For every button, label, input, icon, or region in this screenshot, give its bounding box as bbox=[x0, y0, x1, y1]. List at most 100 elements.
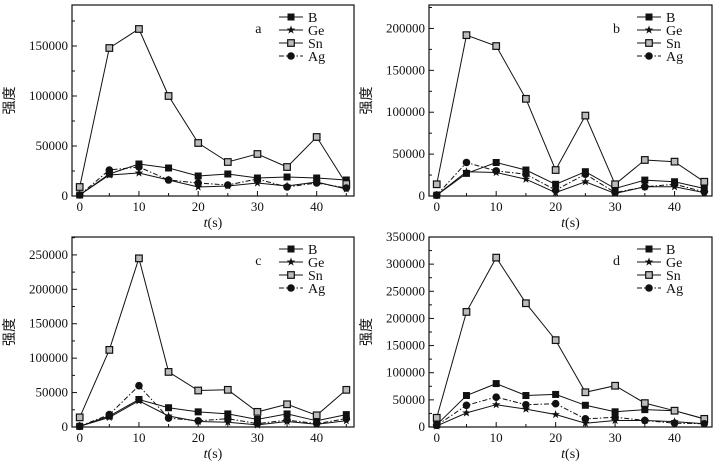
data-point-Sn bbox=[581, 111, 590, 120]
series-Sn bbox=[432, 253, 709, 423]
legend-marker-Ge bbox=[644, 25, 654, 34]
data-point-Ag bbox=[700, 188, 709, 196]
data-point-Ag bbox=[224, 181, 232, 189]
series-Ag bbox=[432, 158, 709, 199]
data-point-Sn bbox=[194, 386, 203, 395]
data-point-Ag bbox=[551, 399, 560, 408]
data-point-B bbox=[641, 176, 649, 184]
y-tick-label: 300000 bbox=[386, 256, 425, 271]
data-point-Ag bbox=[522, 170, 530, 179]
data-point-Ag bbox=[224, 414, 232, 423]
data-point-Sn bbox=[253, 407, 262, 416]
legend-label: Sn bbox=[308, 37, 323, 52]
data-point-Ag bbox=[75, 191, 84, 199]
y-tick-label: 100000 bbox=[386, 104, 425, 119]
x-tick-label: 30 bbox=[609, 199, 622, 214]
legend-marker-Ag bbox=[645, 52, 653, 60]
data-point-Sn bbox=[223, 158, 232, 166]
data-point-Sn bbox=[551, 166, 560, 174]
data-point-B bbox=[611, 184, 619, 192]
x-tick-label: 10 bbox=[132, 199, 145, 214]
data-point-Sn bbox=[492, 253, 501, 262]
legend-label: Ag bbox=[308, 282, 325, 297]
x-tick-label: 20 bbox=[192, 430, 205, 445]
data-point-Ag bbox=[670, 419, 679, 428]
y-tick-label: 150000 bbox=[386, 338, 425, 353]
data-point-Sn bbox=[105, 44, 114, 52]
x-axis-label-unit: (s) bbox=[208, 447, 223, 462]
data-point-B bbox=[224, 170, 232, 178]
data-point-B bbox=[522, 166, 530, 174]
data-point-Ag bbox=[75, 422, 84, 431]
data-point-Ge bbox=[105, 170, 114, 179]
data-point-Sn bbox=[75, 183, 84, 191]
x-tick-label: 40 bbox=[668, 199, 681, 214]
data-point-B bbox=[165, 404, 173, 412]
x-tick-label: 20 bbox=[549, 199, 562, 214]
y-tick-label: 0 bbox=[419, 419, 426, 434]
data-point-Sn bbox=[432, 413, 441, 422]
legend-label: B bbox=[308, 11, 317, 26]
legend-entry-Ge: Ge bbox=[279, 256, 324, 271]
legend-entry-Ag: Ag bbox=[279, 50, 325, 65]
y-tick-label: 50000 bbox=[36, 138, 69, 153]
legend-marker-Sn bbox=[645, 271, 653, 279]
legend-marker-Ge bbox=[286, 25, 296, 34]
data-point-Ag bbox=[641, 416, 649, 425]
y-tick-label: 200000 bbox=[386, 310, 425, 325]
legend-label: Sn bbox=[666, 37, 681, 52]
series-line-Ge bbox=[436, 404, 705, 427]
x-axis-label-var: t bbox=[204, 216, 209, 231]
y-tick-label: 100000 bbox=[29, 350, 68, 365]
x-tick-label: 0 bbox=[76, 199, 83, 214]
data-point-Ag bbox=[342, 184, 351, 192]
data-point-Ag bbox=[135, 163, 143, 171]
data-point-B bbox=[492, 158, 500, 166]
data-point-Ag bbox=[164, 414, 173, 422]
legend-marker-B bbox=[645, 13, 653, 21]
legend-entry-B: B bbox=[279, 243, 317, 258]
data-point-Sn bbox=[581, 388, 590, 397]
data-point-Sn bbox=[342, 385, 351, 394]
data-point-Ag bbox=[342, 414, 351, 423]
data-point-Sn bbox=[670, 406, 679, 415]
y-tick-label: 350000 bbox=[386, 229, 425, 244]
data-point-Sn bbox=[194, 139, 203, 147]
legend-marker-Ag bbox=[287, 284, 295, 292]
x-axis-label-var: t bbox=[204, 447, 209, 462]
x-tick-label: 30 bbox=[609, 430, 622, 445]
series-line-B bbox=[79, 398, 347, 427]
y-tick-label: 50000 bbox=[393, 392, 426, 407]
data-point-Ge bbox=[581, 177, 590, 186]
data-point-B bbox=[552, 180, 560, 188]
data-point-Ge bbox=[521, 404, 531, 413]
data-point-Ag bbox=[641, 182, 649, 191]
y-axis-label: 强度 bbox=[2, 318, 18, 346]
y-tick-label: 150000 bbox=[386, 62, 425, 77]
series-line-B bbox=[436, 161, 705, 196]
data-point-Ag bbox=[253, 419, 262, 428]
y-tick-label: 50000 bbox=[393, 146, 426, 161]
x-tick-label: 0 bbox=[76, 430, 83, 445]
y-tick-label: 0 bbox=[419, 188, 426, 203]
data-point-Ag bbox=[194, 417, 202, 425]
data-point-Ag bbox=[283, 416, 291, 424]
legend-label: B bbox=[666, 243, 675, 258]
legend-entry-Ag: Ag bbox=[637, 282, 683, 297]
data-point-B bbox=[641, 406, 649, 414]
x-axis-label-unit: (s) bbox=[565, 447, 580, 462]
series-line-Ag bbox=[79, 166, 347, 196]
data-point-B bbox=[492, 380, 500, 388]
data-point-Sn bbox=[492, 42, 501, 50]
x-tick-label: 20 bbox=[549, 430, 562, 445]
data-point-Ge bbox=[551, 410, 560, 419]
y-tick-label: 250000 bbox=[386, 283, 425, 298]
data-point-Ag bbox=[432, 191, 441, 199]
data-point-Sn bbox=[700, 177, 709, 186]
x-tick-label: 0 bbox=[433, 430, 440, 445]
data-point-Ag bbox=[194, 179, 202, 187]
data-point-Ag bbox=[253, 175, 262, 183]
panel-label: a bbox=[255, 22, 262, 37]
data-point-Sn bbox=[611, 381, 619, 390]
